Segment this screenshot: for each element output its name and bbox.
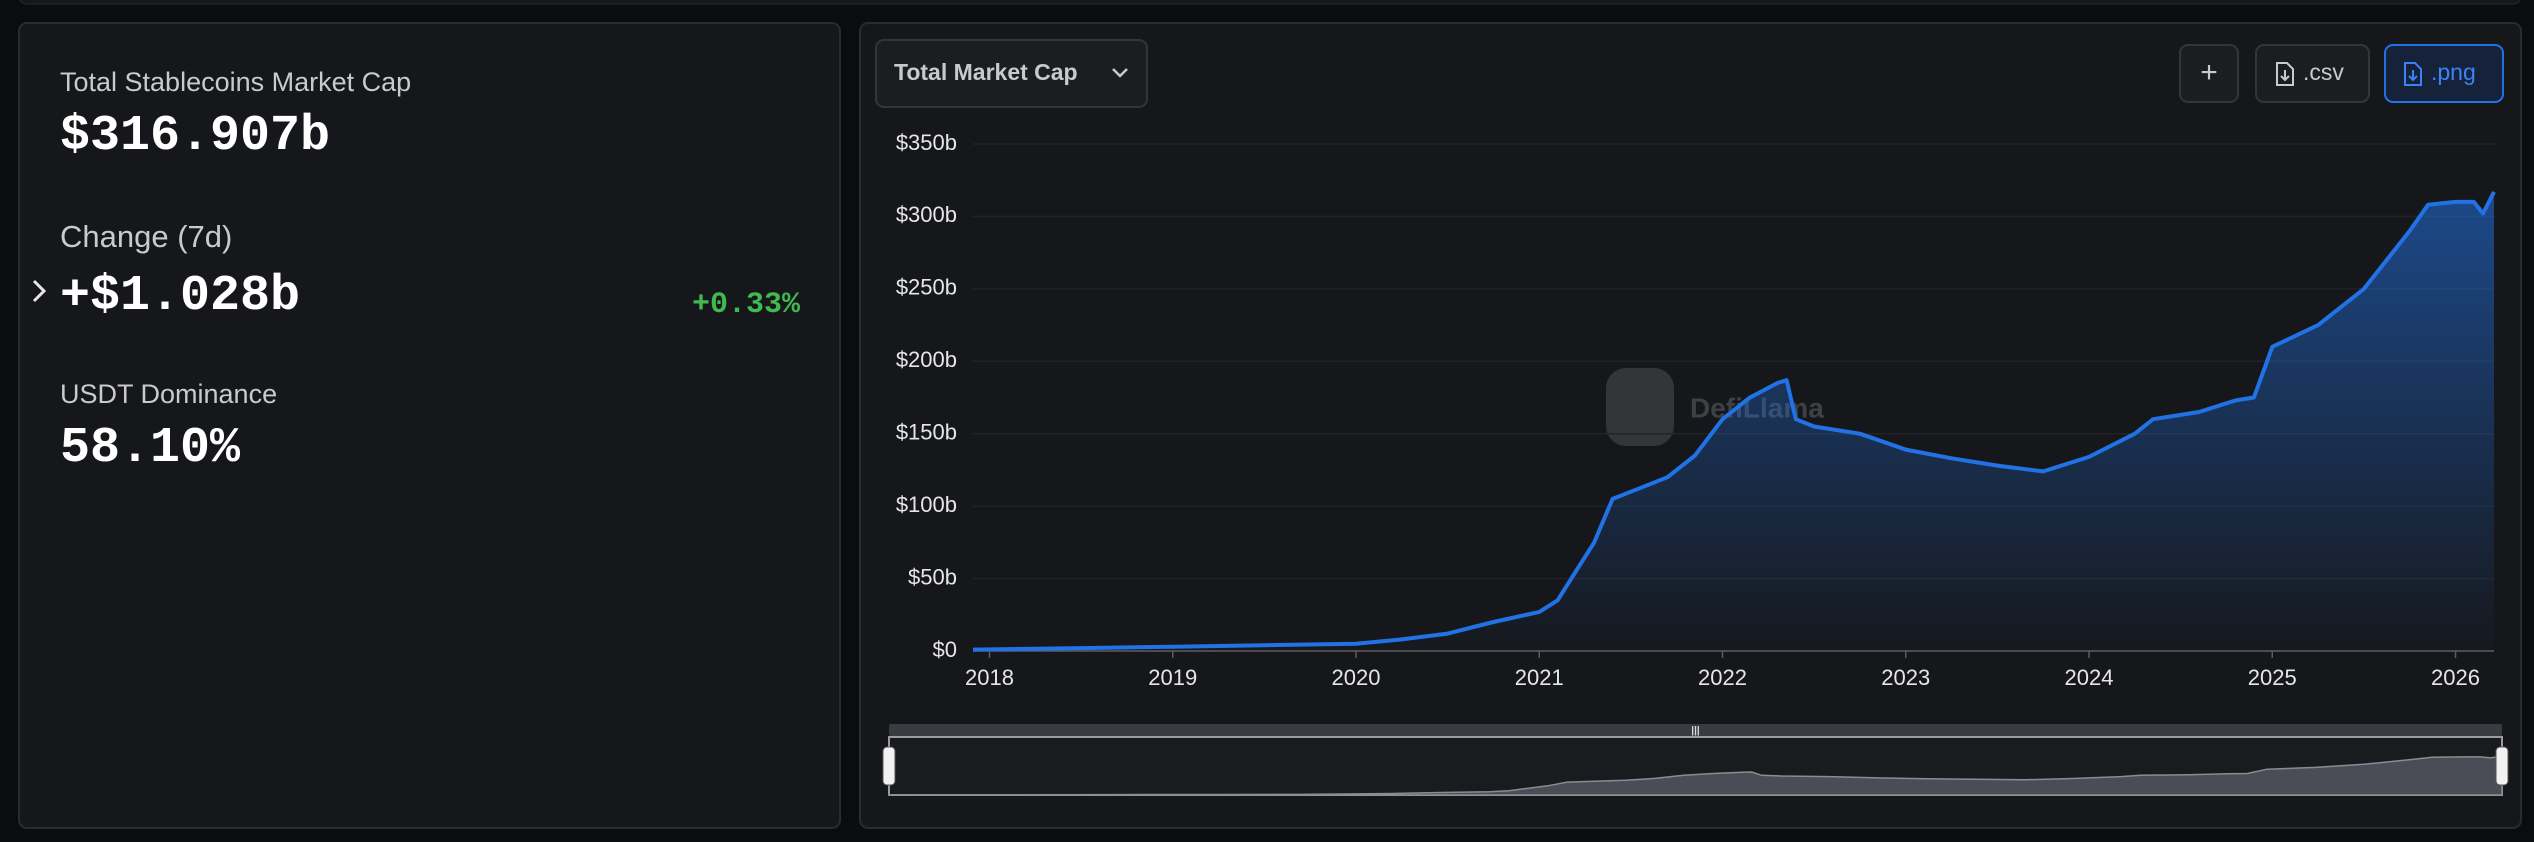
y-tick-label: $50b <box>908 564 957 589</box>
file-icon <box>2404 62 2422 86</box>
selector-label: Total Market Cap <box>894 59 1078 85</box>
x-tick-label: 2022 <box>1698 665 1747 690</box>
x-tick-label: 2018 <box>965 665 1014 690</box>
x-tick-label: 2019 <box>1148 665 1197 690</box>
navigator-handle[interactable] <box>2495 746 2509 786</box>
stat-change: +0.33% <box>692 288 801 322</box>
y-tick-label: $100b <box>896 492 957 517</box>
area-fill <box>973 191 2494 651</box>
stat-label: Total Stablecoins Market Cap <box>60 67 411 97</box>
plot: $0 $50b $100b $150b $200b $250b $300b $350b 2018… <box>882 130 2509 796</box>
y-tick-label: $250b <box>896 275 957 300</box>
stat-label: USDT Dominance <box>60 379 277 409</box>
file-icon <box>2276 62 2294 86</box>
navigator-grip: ||| <box>1691 726 1700 737</box>
x-tick-label: 2023 <box>1881 665 1930 690</box>
stats-panel <box>18 22 841 829</box>
navigator-track <box>889 724 2502 736</box>
y-tick-label: $300b <box>896 202 957 227</box>
stat-value: $316.907b <box>60 108 330 165</box>
x-tick-label: 2024 <box>2065 665 2114 690</box>
watermark-logo <box>1606 368 1674 446</box>
csv-button[interactable] <box>2255 44 2370 103</box>
expand-chevron[interactable] <box>32 279 47 303</box>
button-label: .png <box>2431 59 2476 85</box>
stat-label: Change (7d) <box>60 219 232 254</box>
png-button[interactable] <box>2384 44 2504 103</box>
y-tick-label: $200b <box>896 347 957 372</box>
x-tick-label: 2020 <box>1332 665 1381 690</box>
x-tick-label: 2025 <box>2248 665 2297 690</box>
x-tick-label: 2026 <box>2431 665 2480 690</box>
selector-chevron <box>1112 68 1128 78</box>
area-line <box>972 190 2496 652</box>
top-bar <box>19 0 2521 5</box>
metric-selector[interactable] <box>875 39 1148 108</box>
stat-value: +$1.028b <box>60 268 300 325</box>
navigator-handle[interactable] <box>882 746 896 786</box>
add-button[interactable] <box>2179 44 2239 103</box>
y-tick-label: $0 <box>933 637 957 662</box>
button-label: + <box>2200 56 2218 89</box>
button-label: .csv <box>2303 59 2344 85</box>
navigator-area <box>888 755 2503 796</box>
x-tick-label: 2021 <box>1515 665 1564 690</box>
stat-value: 58.10% <box>60 420 241 477</box>
y-tick-label: $350b <box>896 130 957 155</box>
y-tick-label: $150b <box>896 420 957 445</box>
